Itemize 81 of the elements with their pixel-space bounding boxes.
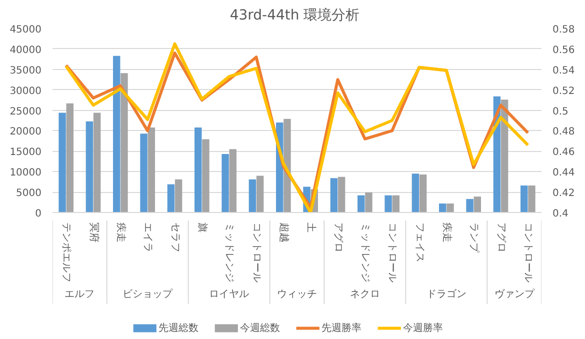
x-tick-label: アグロ <box>332 222 344 252</box>
legend-label: 今週総数 <box>240 322 280 334</box>
text: エルフ <box>64 289 95 300</box>
bar <box>148 127 155 212</box>
x-tick-label: テンポエルフ <box>60 222 72 282</box>
bar <box>419 174 427 212</box>
bar <box>194 127 202 212</box>
x-tick-label: フェイス <box>414 222 425 262</box>
bar <box>248 179 256 212</box>
y-tick-label: 5000 <box>16 188 42 200</box>
bar <box>358 195 365 212</box>
x-tick-label: 旗 <box>196 222 208 232</box>
bar <box>113 56 120 212</box>
bar <box>120 73 128 212</box>
text: ヴァンプ <box>494 288 536 300</box>
x-tick-label: コントロール <box>386 222 398 282</box>
text: ネクロ <box>350 289 380 300</box>
bar <box>384 195 392 212</box>
bar <box>140 134 148 212</box>
x-tick-label: 疾走 <box>114 222 127 242</box>
y2-tick-label: 0.52 <box>552 86 575 97</box>
y2-tick-label: 0.56 <box>552 44 575 56</box>
y2-tick-label: 0.46 <box>552 147 575 158</box>
text: ドラゴン <box>426 288 466 300</box>
y2-tick-label: 0.4 <box>552 208 568 220</box>
text: ウィッチ <box>277 289 317 300</box>
y2-tick-label: 0.44 <box>552 168 575 179</box>
bar <box>528 186 536 212</box>
bar <box>256 176 264 212</box>
y-tick-label: 40000 <box>10 44 42 56</box>
y2-tick-label: 0.5 <box>552 106 568 118</box>
x-tick-label: 土 <box>305 222 318 232</box>
y-tick-label: 25000 <box>10 106 42 118</box>
bar <box>338 176 346 212</box>
bar <box>93 112 101 212</box>
bar <box>365 192 372 212</box>
bar <box>86 121 94 212</box>
text: ロイヤル <box>209 289 250 300</box>
x-tick-label: ランプ <box>468 222 480 254</box>
bar <box>446 204 454 212</box>
legend-label: 先週勝率 <box>321 322 362 334</box>
bar <box>66 103 74 212</box>
bar <box>58 112 66 212</box>
y2-tick-label: 0.58 <box>552 24 575 36</box>
chart-title: 43rd-44th 環境分析 <box>230 8 360 24</box>
bar <box>202 139 210 212</box>
text: ビショップ <box>122 288 174 300</box>
x-tick-label: ミッドレンジ <box>224 222 235 282</box>
y-tick-label: 30000 <box>10 86 42 97</box>
bar <box>466 199 474 212</box>
x-tick-label: アグロ <box>495 222 506 252</box>
x-tick-label: エイラ <box>142 222 154 252</box>
legend-label: 今週勝率 <box>402 322 443 334</box>
y-tick-label: 0 <box>35 208 42 220</box>
x-tick-label: コントロール <box>250 222 262 282</box>
bar <box>167 184 175 212</box>
bar <box>174 179 182 212</box>
y-tick-label: 10000 <box>10 168 42 179</box>
x-tick-label: コントロール <box>522 222 534 282</box>
y-tick-label: 20000 <box>10 126 42 138</box>
bar <box>520 186 528 212</box>
x-tick-label: 冥府 <box>88 222 100 242</box>
legend-label: 先週総数 <box>158 322 198 334</box>
x-tick-label: ミッドレンジ <box>359 222 370 282</box>
y2-tick-label: 0.48 <box>552 126 575 138</box>
bar <box>330 178 338 212</box>
y-tick-label: 15000 <box>10 147 42 158</box>
bar <box>439 204 446 212</box>
y-tick-label: 35000 <box>10 65 42 76</box>
x-tick-label: セラフ <box>169 222 180 252</box>
y2-tick-label: 0.42 <box>552 188 575 200</box>
y2-tick-label: 0.54 <box>552 65 575 76</box>
y-tick-label: 45000 <box>10 24 42 36</box>
bar <box>222 154 229 212</box>
bar <box>412 174 420 212</box>
bar <box>392 195 400 212</box>
bar <box>474 196 481 212</box>
x-tick-label: 疾走 <box>440 222 453 242</box>
bar <box>284 118 291 212</box>
bar <box>229 149 236 212</box>
x-tick-label: 超越 <box>278 222 290 242</box>
